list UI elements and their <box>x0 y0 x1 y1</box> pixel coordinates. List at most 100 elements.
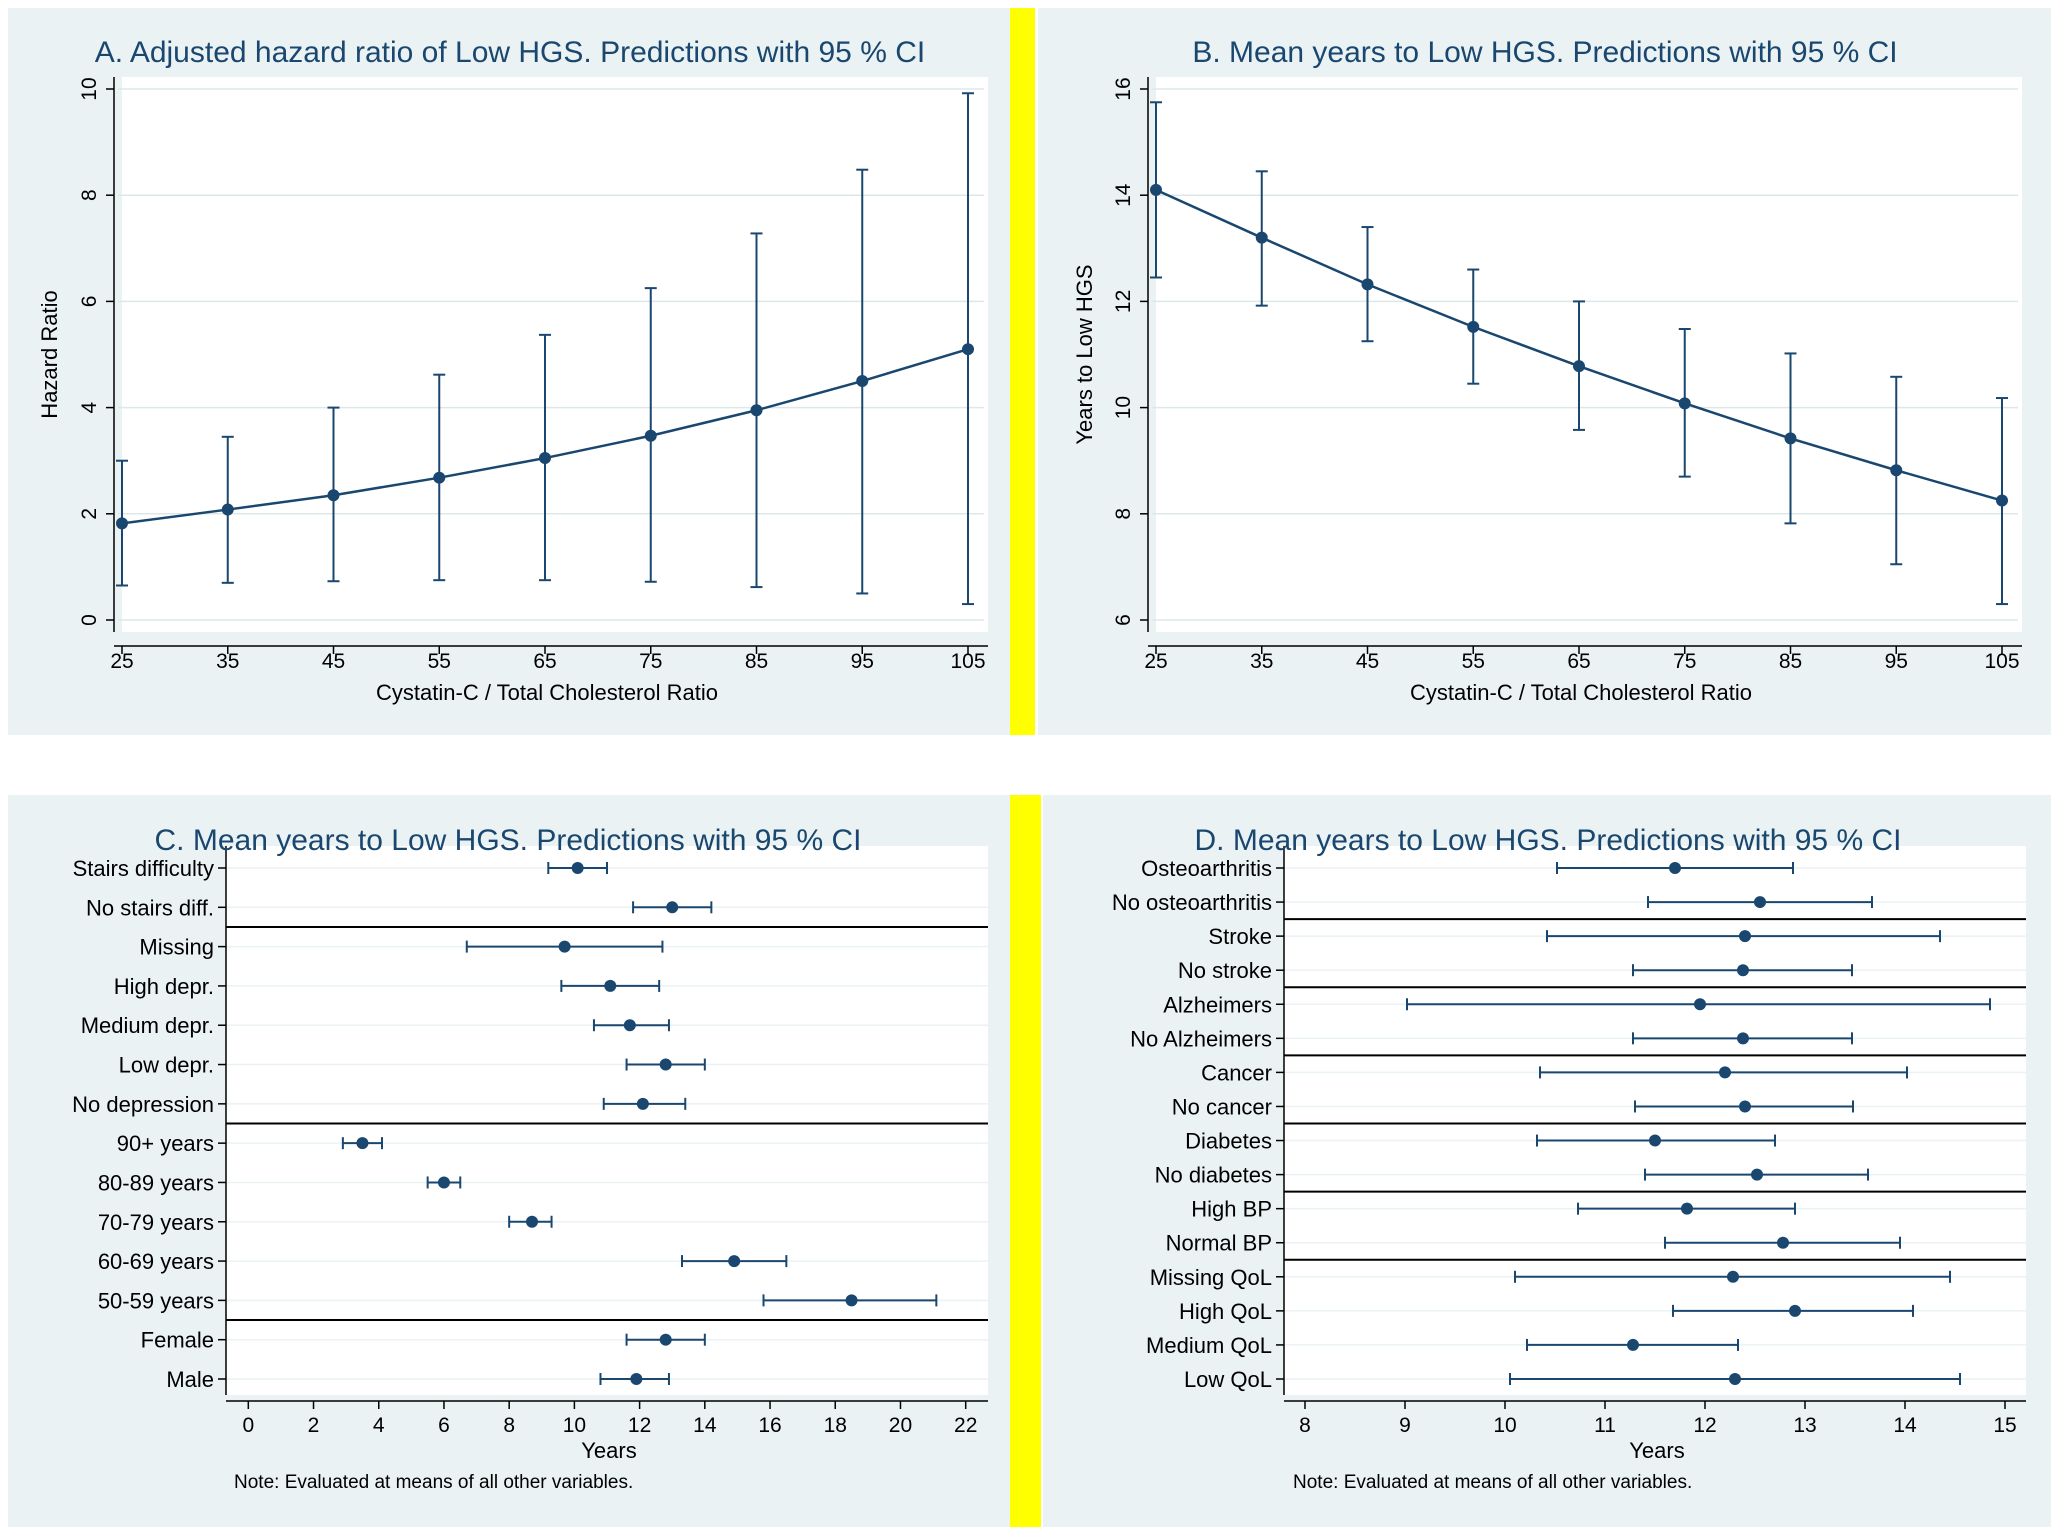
x-tick-label-C: 2 <box>308 1414 320 1437</box>
x-tick-label-D: 14 <box>1893 1414 1917 1437</box>
data-point-D <box>1777 1236 1789 1249</box>
data-point-A <box>116 517 128 530</box>
data-point-B <box>1678 397 1691 410</box>
category-label-D: Cancer <box>1201 1060 1272 1085</box>
data-point-C <box>630 1373 643 1385</box>
data-point-D <box>1669 862 1681 874</box>
x-tick-label-C: 22 <box>954 1414 977 1437</box>
x-axis-label-D: Years <box>1629 1438 1684 1463</box>
y-tick-label-A: 2 <box>78 508 101 520</box>
y-tick-label-B: 14 <box>1112 183 1135 207</box>
data-point-B <box>1467 320 1480 333</box>
category-label-C: 60-69 years <box>98 1249 214 1274</box>
category-label-C: High depr. <box>114 974 214 999</box>
y-tick-label-B: 16 <box>1112 77 1135 100</box>
x-tick-label-B: 45 <box>1356 650 1379 673</box>
x-tick-label-C: 0 <box>242 1414 254 1437</box>
category-label-C: No stairs diff. <box>86 895 214 920</box>
data-point-A <box>221 503 234 516</box>
data-point-C <box>659 1333 672 1346</box>
x-tick-label-B: 35 <box>1250 650 1273 673</box>
plot-area-A <box>122 77 988 632</box>
x-tick-label-A: 25 <box>110 650 133 673</box>
x-tick-label-A: 75 <box>639 650 662 673</box>
data-point-C <box>659 1058 672 1071</box>
x-tick-label-D: 10 <box>1493 1414 1516 1437</box>
category-label-C: 80-89 years <box>98 1170 214 1195</box>
data-point-B <box>1996 494 2008 507</box>
x-tick-label-B: 25 <box>1144 650 1167 673</box>
chart-title-C: C. Mean years to Low HGS. Predictions wi… <box>155 824 862 857</box>
data-point-B <box>1255 231 1268 244</box>
category-label-D: Osteoarthritis <box>1141 856 1272 881</box>
yellow-divider-top <box>1010 8 1035 735</box>
category-label-C: 50-59 years <box>98 1288 214 1313</box>
x-tick-label-B: 95 <box>1885 650 1908 673</box>
x-tick-label-D: 12 <box>1693 1414 1716 1437</box>
category-label-D: Stroke <box>1208 924 1272 949</box>
data-point-D <box>1754 896 1766 909</box>
data-point-B <box>1150 183 1162 196</box>
data-point-A <box>644 429 657 442</box>
category-label-C: 90+ years <box>117 1131 214 1156</box>
x-tick-label-B: 65 <box>1567 650 1590 673</box>
data-point-A <box>856 375 869 388</box>
data-point-C <box>666 901 679 914</box>
category-label-D: Missing QoL <box>1150 1265 1272 1290</box>
x-tick-label-D: 13 <box>1793 1414 1816 1437</box>
plot-area-D <box>1284 846 2026 1395</box>
category-label-C: Medium depr. <box>81 1013 214 1038</box>
data-point-D <box>1729 1373 1741 1385</box>
category-label-D: Normal BP <box>1166 1231 1272 1256</box>
category-label-C: Missing <box>139 935 214 960</box>
category-label-D: No diabetes <box>1155 1163 1272 1188</box>
x-axis-label-A: Cystatin-C / Total Cholesterol Ratio <box>376 680 718 705</box>
data-point-B <box>1890 464 1903 477</box>
data-point-D <box>1737 964 1749 977</box>
data-point-C <box>571 862 584 874</box>
category-label-D: High BP <box>1191 1197 1272 1222</box>
category-label-C: No depression <box>72 1092 214 1117</box>
data-point-C <box>728 1255 741 1268</box>
data-point-C <box>558 940 571 953</box>
data-point-D <box>1727 1270 1739 1283</box>
x-tick-label-A: 45 <box>322 650 345 673</box>
x-tick-label-B: 75 <box>1673 650 1696 673</box>
y-tick-label-A: 6 <box>78 296 101 308</box>
x-tick-label-C: 6 <box>438 1414 450 1437</box>
x-tick-label-C: 4 <box>373 1414 385 1437</box>
data-point-A <box>433 471 446 484</box>
category-label-D: Diabetes <box>1185 1129 1272 1154</box>
data-point-C <box>437 1176 450 1189</box>
data-point-A <box>750 404 763 417</box>
data-point-C <box>845 1294 858 1307</box>
x-tick-label-A: 85 <box>745 650 768 673</box>
x-tick-label-D: 15 <box>1993 1414 2016 1437</box>
data-point-D <box>1719 1066 1731 1079</box>
x-tick-label-C: 12 <box>628 1414 651 1437</box>
x-axis-label-B: Cystatin-C / Total Cholesterol Ratio <box>1410 680 1752 705</box>
category-label-D: High QoL <box>1179 1299 1272 1324</box>
data-point-A <box>327 489 340 502</box>
category-label-D: Alzheimers <box>1163 992 1272 1017</box>
y-tick-label-A: 8 <box>78 189 101 201</box>
data-point-D <box>1789 1304 1801 1317</box>
data-point-B <box>1361 278 1374 291</box>
x-tick-label-B: 55 <box>1462 650 1485 673</box>
x-axis-label-C: Years <box>581 1438 636 1463</box>
plot-area-B <box>1156 77 2022 632</box>
category-label-D: No cancer <box>1172 1094 1272 1119</box>
x-tick-label-C: 18 <box>824 1414 847 1437</box>
data-point-C <box>623 1019 636 1032</box>
data-point-D <box>1681 1202 1693 1215</box>
x-tick-label-D: 9 <box>1399 1414 1411 1437</box>
y-tick-label-B: 8 <box>1112 508 1135 520</box>
y-axis-label-B: Years to Low HGS <box>1072 264 1097 444</box>
data-point-D <box>1737 1032 1749 1045</box>
x-tick-label-C: 10 <box>563 1414 586 1437</box>
x-tick-label-A: 55 <box>428 650 451 673</box>
y-axis-label-A: Hazard Ratio <box>37 290 62 418</box>
x-tick-label-C: 16 <box>758 1414 781 1437</box>
category-label-C: Female <box>141 1328 214 1353</box>
